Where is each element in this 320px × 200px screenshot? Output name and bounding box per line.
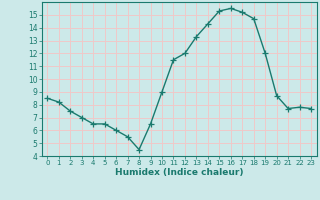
X-axis label: Humidex (Indice chaleur): Humidex (Indice chaleur) [115, 168, 244, 177]
